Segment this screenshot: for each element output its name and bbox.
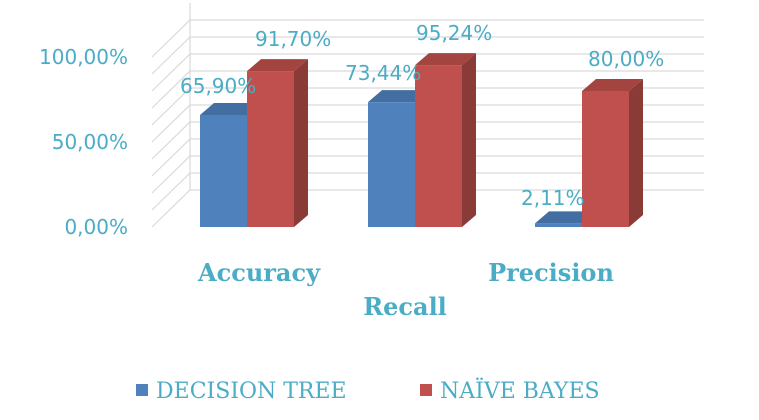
legend-item-decision-tree: DECISION TREE [136,379,347,404]
data-labels: 65,90% 91,70% 73,44% 95,24% 2,11% 80,00% [180,21,664,210]
legend: DECISION TREE NAÏVE BAYES [136,377,600,404]
legend-label: DECISION TREE [156,379,347,404]
y-tick-label: 0,00% [64,215,128,239]
y-axis: 0,00% 50,00% 100,00% [39,45,128,239]
legend-swatch [420,384,432,396]
y-tick-label: 100,00% [39,45,128,69]
bars [200,53,643,228]
legend-swatch [136,384,148,396]
category-label-accuracy: Accuracy [197,258,321,287]
legend-label: NAÏVE BAYES [440,377,600,404]
legend-item-naive-bayes: NAÏVE BAYES [420,377,600,404]
bar-naive-bayes-precision [582,79,643,227]
bar-naive-bayes-recall [415,53,476,228]
data-label: 73,44% [345,61,421,85]
category-label-precision: Precision [488,258,614,287]
category-labels: Accuracy Recall Precision [197,258,614,321]
category-label-recall: Recall [363,292,447,321]
data-label: 80,00% [588,47,664,71]
data-label: 65,90% [180,74,256,98]
bar-naive-bayes-accuracy [247,59,308,227]
gridlines [151,3,704,228]
data-label: 91,70% [255,27,331,51]
data-label: 2,11% [521,186,585,210]
data-label: 95,24% [416,21,492,45]
y-tick-label: 50,00% [52,130,128,154]
